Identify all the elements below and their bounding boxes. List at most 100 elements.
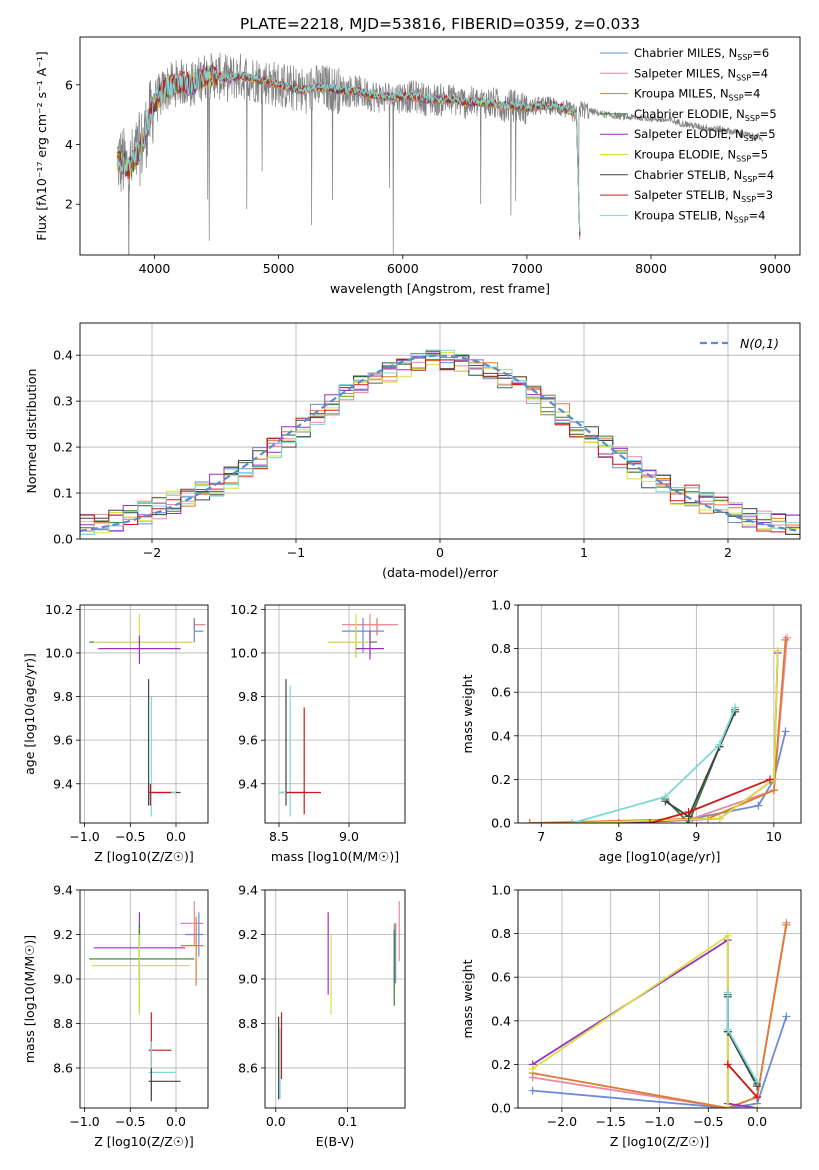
axes-frame <box>79 36 801 256</box>
legend-label-sub: SSP <box>736 155 751 164</box>
x-tick-label: −1 <box>287 545 305 560</box>
panel-age-vs-mass: 8.5 9.0 9.4 9.6 9.8 10.0 10.2 mass [log10(M/M☉)… <box>230 602 406 864</box>
mass-weight-line <box>529 639 787 823</box>
x-tick-label: 0.0 <box>747 1114 767 1129</box>
legend-label: Kroupa MILES, NSSP=4 <box>634 87 760 103</box>
legend-label-tail: =5 <box>751 148 768 162</box>
y-tick-label: 2 <box>65 197 73 212</box>
plot-area <box>278 901 400 1100</box>
y-tick-label: 8.8 <box>53 1016 73 1031</box>
y-tick-label: 0.8 <box>491 926 511 941</box>
legend-label: Salpeter ELODIE, NSSP=5 <box>634 127 776 143</box>
legend-label-tail: =4 <box>757 168 774 182</box>
y-axis-label: mass weight <box>460 959 475 1038</box>
y-tick-label: 6 <box>65 77 73 92</box>
x-axis-label: mass [log10(M/M☉)] <box>271 849 399 864</box>
x-tick-label: 7 <box>537 829 545 844</box>
x-tick-label: −1.0 <box>69 829 99 844</box>
legend-label: Chabrier MILES, NSSP=6 <box>634 46 769 62</box>
y-tick-label: 9.6 <box>238 733 258 748</box>
figure-title: PLATE=2218, MJD=53816, FIBERID=0359, z=0… <box>240 15 640 33</box>
x-tick-label: 0 <box>436 545 444 560</box>
y-tick-label: 9.4 <box>238 776 258 791</box>
y-tick-label: 0.3 <box>53 394 73 409</box>
y-tick-label: 0.4 <box>53 348 73 363</box>
mass-weight-line <box>572 707 736 823</box>
legend-label: Kroupa STELIB, NSSP=4 <box>634 208 765 224</box>
x-tick-label: −1.0 <box>69 1114 99 1129</box>
y-tick-label: 9.2 <box>53 927 73 942</box>
y-tick-label: 10.0 <box>45 645 73 660</box>
axes-frame <box>79 889 209 1109</box>
x-tick-label: 8000 <box>635 261 667 276</box>
plot-area <box>89 901 204 1102</box>
x-tick-label: 8 <box>615 829 623 844</box>
legend-label-sub: SSP <box>742 175 757 184</box>
legend-label-name: Kroupa MILES, N <box>634 87 729 101</box>
y-tick-label: 0.0 <box>53 532 73 547</box>
observed-spectrum-line <box>116 52 763 255</box>
model-spectrum-line <box>116 65 581 232</box>
legend-label-name: Salpeter MILES, N <box>634 66 736 80</box>
x-tick-label: 5000 <box>263 261 295 276</box>
y-tick-label: 0.4 <box>491 1013 511 1028</box>
mass-weight-line <box>572 637 788 823</box>
panel-massweight-vs-age: 7 8 9 10 0.0 0.2 0.4 0.6 0.8 1.0 age [log10(age/yr… <box>460 598 802 864</box>
y-tick-label: 0.0 <box>491 1101 511 1116</box>
y-tick-label: 0.2 <box>491 1057 511 1072</box>
x-axis-label: E(B-V) <box>316 1134 355 1149</box>
y-tick-label: 9.0 <box>238 971 258 986</box>
x-tick-label: 0.1 <box>338 1114 358 1129</box>
mass-weight-line <box>727 1063 758 1098</box>
y-tick-label: 0.6 <box>491 685 511 700</box>
panel-spectrum: 4000 5000 6000 7000 8000 9000 2 4 6 wavelength [A… <box>34 36 801 296</box>
histogram-step-line <box>80 349 800 535</box>
x-tick-label: 9.0 <box>339 829 359 844</box>
plot-area <box>525 633 792 823</box>
legend-label-name: Chabrier STELIB, N <box>634 168 742 182</box>
y-tick-label: 9.6 <box>53 733 73 748</box>
plot-area <box>89 613 206 817</box>
y-tick-label: 4 <box>65 137 73 152</box>
panel-mass-vs-EBV: 0.0 0.1 8.6 8.8 9.0 9.2 9.4 E(B-V) <box>238 883 406 1149</box>
y-tick-label: 1.0 <box>491 883 511 898</box>
legend-label: Salpeter MILES, NSSP=4 <box>634 66 768 82</box>
y-axis-label: Flux [fλ10⁻¹⁷ erg cm⁻² s⁻¹ A⁻¹] <box>34 51 49 240</box>
y-tick-label: 10.0 <box>230 645 258 660</box>
axes-frame <box>264 604 406 824</box>
x-tick-label: −2.0 <box>547 1114 577 1129</box>
legend-label-tail: =4 <box>749 208 766 222</box>
y-tick-label: 8.6 <box>238 1060 258 1075</box>
legend-label-name: Chabrier MILES, N <box>634 46 737 60</box>
x-tick-label: 0.0 <box>266 1114 286 1129</box>
y-tick-label: 9.2 <box>238 927 258 942</box>
legend-label: Chabrier ELODIE, NSSP=5 <box>634 107 777 123</box>
x-tick-label: −1.5 <box>596 1114 626 1129</box>
panel-age-vs-Z: −1.0 −0.5 0.0 9.4 9.6 9.8 10.0 10.2 Z [log10(Z/Z… <box>22 602 209 864</box>
x-tick-label: 9000 <box>759 261 791 276</box>
x-axis-label: Z [log10(Z/Z☉)] <box>94 849 194 864</box>
axes-frame <box>79 322 801 540</box>
x-axis-label: Z [log10(Z/Z☉)] <box>94 1134 194 1149</box>
x-tick-label: 7000 <box>511 261 543 276</box>
legend-label-tail: =4 <box>744 87 761 101</box>
panels: 4000 5000 6000 7000 8000 9000 2 4 6 wavelength [A… <box>22 36 802 1149</box>
mass-weight-line <box>532 924 788 1108</box>
x-axis-label: Z [log10(Z/Z☉)] <box>610 1134 710 1149</box>
plot-area <box>528 918 791 1108</box>
plot-area <box>279 613 398 817</box>
x-tick-label: 0.0 <box>166 829 186 844</box>
axes-frame <box>79 604 209 824</box>
legend-label-sub: SSP <box>741 195 756 204</box>
x-tick-label: 6000 <box>387 261 419 276</box>
y-axis-label: mass [log10(M/M☉)] <box>22 935 37 1063</box>
y-tick-label: 10.2 <box>230 602 258 617</box>
mass-weight-line <box>664 709 736 823</box>
legend-label-sub: SSP <box>734 215 749 224</box>
axes-frame <box>264 889 406 1109</box>
plot-area <box>80 349 800 535</box>
x-tick-label: −0.5 <box>115 829 145 844</box>
legend-label: N(0,1) <box>740 336 779 351</box>
x-axis-label: age [log10(age/yr)] <box>599 849 721 864</box>
